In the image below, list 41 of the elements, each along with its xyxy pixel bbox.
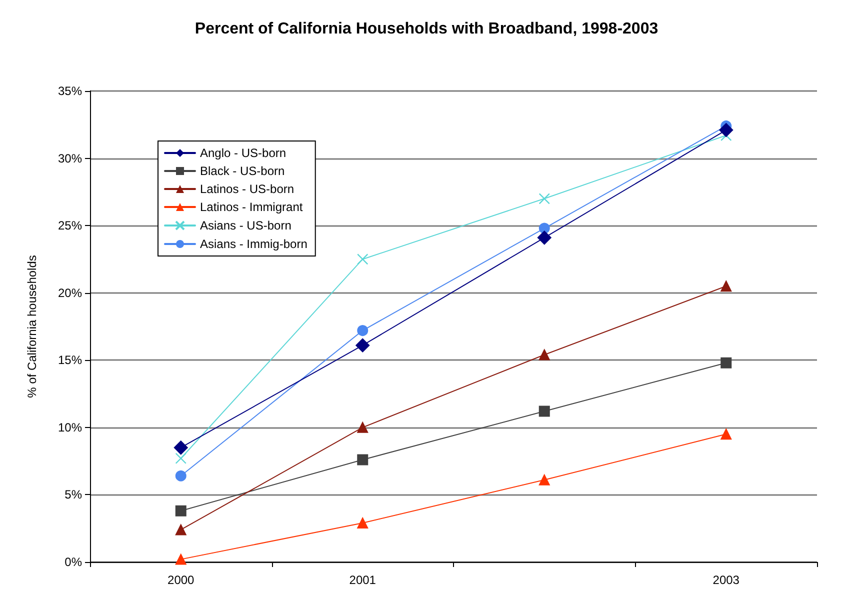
- y-tick-label: 5%: [64, 488, 82, 502]
- point: [357, 517, 368, 528]
- point: [175, 524, 186, 536]
- point: [720, 357, 732, 368]
- y-tick-label: 20%: [58, 286, 82, 300]
- point: [175, 452, 186, 464]
- point: [357, 454, 368, 466]
- legend-label: Asians - Immig-born: [200, 237, 308, 251]
- point: [538, 406, 550, 417]
- y-tick-label: 25%: [58, 218, 82, 233]
- legend-label: Latinos - Immigrant: [200, 200, 304, 214]
- y-tick-label: 0%: [64, 555, 82, 569]
- x-tick-label: 2000: [168, 573, 195, 587]
- chart-title: Percent of California Households with Broadband, 1998-2003: [194, 20, 658, 38]
- point: [356, 338, 370, 352]
- point: [719, 123, 734, 138]
- point: [174, 440, 188, 455]
- y-axis-title: % of California households: [25, 255, 39, 398]
- x-tick-label: 2001: [349, 573, 376, 587]
- point: [538, 474, 550, 486]
- point: [538, 193, 550, 204]
- legend-label: Asians - US-born: [200, 218, 292, 232]
- y-tick-label: 35%: [58, 84, 82, 98]
- legend-label: Anglo - US-born: [200, 146, 286, 160]
- point: [357, 422, 368, 433]
- point: [537, 230, 552, 245]
- y-tick-label: 15%: [58, 353, 82, 368]
- point: [538, 349, 550, 360]
- point: [175, 470, 186, 482]
- y-tick-label: 10%: [58, 420, 82, 434]
- legend-label: Latinos - US-born: [200, 182, 294, 196]
- point: [538, 222, 550, 234]
- point: [357, 325, 368, 336]
- point: [357, 254, 368, 265]
- x-tick-label: 2003: [712, 573, 740, 587]
- point: [175, 554, 186, 565]
- legend-label: Black - US-born: [200, 164, 285, 178]
- point: [720, 280, 732, 292]
- point: [720, 428, 732, 440]
- point: [175, 505, 186, 516]
- y-tick-label: 30%: [58, 151, 82, 166]
